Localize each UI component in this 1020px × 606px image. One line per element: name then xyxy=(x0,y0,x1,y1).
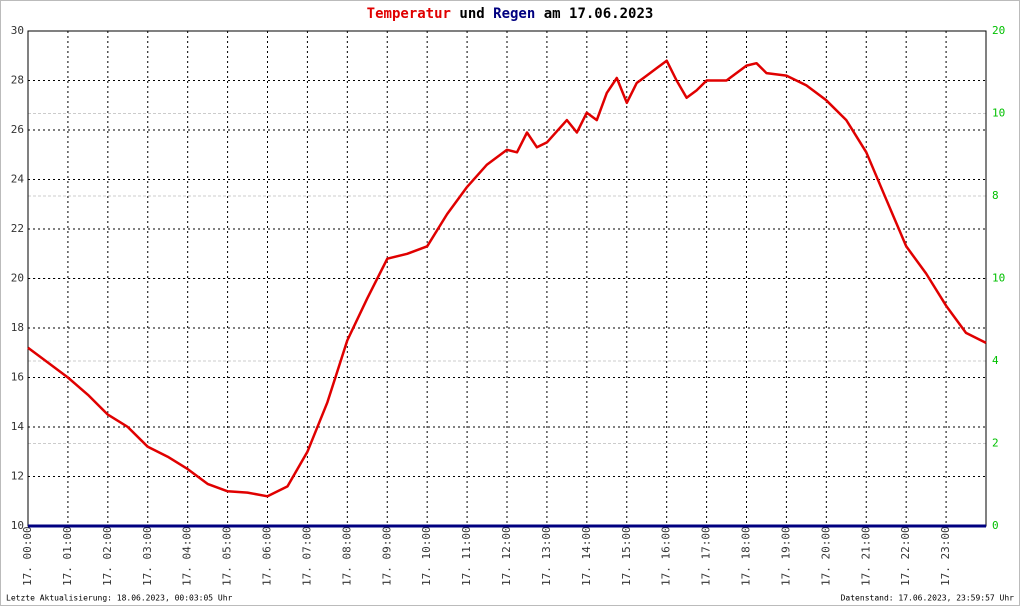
x-tick-label: 17. 14:00 xyxy=(580,526,593,586)
y-tick-label: 10 xyxy=(11,519,24,532)
x-tick-label: 17. 04:00 xyxy=(181,526,194,586)
title-part: und xyxy=(459,6,484,22)
x-tick-label: 17. 21:00 xyxy=(859,526,872,586)
x-tick-label: 17. 09:00 xyxy=(380,526,393,586)
x-tick-label: 17. 13:00 xyxy=(540,526,553,586)
y-tick-label: 26 xyxy=(11,123,24,136)
y-tick-label: 18 xyxy=(11,321,24,334)
y-tick-label: 22 xyxy=(11,222,24,235)
x-tick-label: 17. 03:00 xyxy=(141,526,154,586)
x-tick-label: 17. 00:00 xyxy=(21,526,34,586)
x-tick-label: 17. 11:00 xyxy=(460,526,473,586)
y2-tick-label: 10 xyxy=(992,272,1005,285)
y2-tick-label: 2 xyxy=(992,437,999,450)
x-tick-label: 17. 23:00 xyxy=(939,526,952,586)
x-tick-label: 17. 06:00 xyxy=(261,526,274,586)
x-tick-label: 17. 02:00 xyxy=(101,526,114,586)
x-tick-label: 17. 15:00 xyxy=(620,526,633,586)
y-tick-label: 20 xyxy=(11,272,24,285)
x-tick-label: 17. 10:00 xyxy=(420,526,433,586)
x-tick-label: 17. 05:00 xyxy=(221,526,234,586)
x-tick-label: 17. 17:00 xyxy=(700,526,713,586)
y-tick-label: 28 xyxy=(11,74,24,87)
y2-tick-label: 4 xyxy=(992,354,999,367)
x-tick-label: 17. 19:00 xyxy=(779,526,792,586)
x-tick-label: 17. 12:00 xyxy=(500,526,513,586)
y-tick-label: 24 xyxy=(11,173,25,186)
footer-left: Letzte Aktualisierung: 18.06.2023, 00:03… xyxy=(6,594,233,603)
x-tick-label: 17. 16:00 xyxy=(660,526,673,586)
chart-title: Temperatur und Regen am 17.06.2023 xyxy=(367,6,654,22)
x-tick-label: 17. 22:00 xyxy=(899,526,912,586)
x-tick-label: 17. 20:00 xyxy=(819,526,832,586)
y-tick-label: 12 xyxy=(11,470,24,483)
y-tick-label: 14 xyxy=(11,420,25,433)
footer-right: Datenstand: 17.06.2023, 23:59:57 Uhr xyxy=(841,594,1015,603)
title-part: Regen xyxy=(493,6,535,22)
y2-tick-label: 0 xyxy=(992,519,999,532)
y2-tick-label: 10 xyxy=(992,107,1005,120)
x-tick-label: 17. 01:00 xyxy=(61,526,74,586)
series-line xyxy=(27,59,987,498)
title-part: Temperatur xyxy=(367,6,451,22)
y-tick-label: 16 xyxy=(11,371,24,384)
x-tick-label: 17. 18:00 xyxy=(740,526,753,586)
y2-tick-label: 8 xyxy=(992,189,999,202)
title-part: am 17.06.2023 xyxy=(544,6,654,22)
y2-tick-label: 20 xyxy=(992,24,1005,37)
x-tick-label: 17. 08:00 xyxy=(340,526,353,586)
x-tick-label: 17. 07:00 xyxy=(300,526,313,586)
y-tick-label: 30 xyxy=(11,24,24,37)
